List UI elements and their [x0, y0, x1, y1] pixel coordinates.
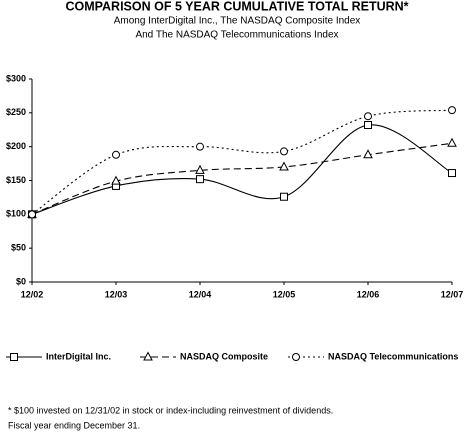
y-tick-label: $150 — [6, 175, 26, 185]
marker — [280, 147, 288, 156]
series-line — [31, 109, 453, 215]
marker — [112, 150, 120, 159]
y-tick-label: $200 — [6, 141, 26, 151]
x-tick-label: 12/03 — [105, 289, 128, 299]
marker — [279, 161, 289, 171]
legend-marker — [292, 353, 300, 361]
legend-marker — [10, 353, 18, 361]
y-tick-label: $300 — [6, 73, 26, 83]
x-tick-label: 12/06 — [357, 289, 380, 299]
x-tick-label: 12/07 — [441, 289, 464, 299]
marker — [196, 175, 204, 184]
y-tick-label: $50 — [11, 243, 26, 253]
series-line — [31, 124, 453, 215]
legend-label: NASDAQ Telecommunications — [328, 351, 458, 361]
y-tick-label: $250 — [6, 107, 26, 117]
marker — [280, 192, 288, 201]
marker — [111, 175, 121, 185]
legend-marker — [143, 351, 153, 361]
chart-subtitle: Among InterDigital Inc., The NASDAQ Comp… — [114, 16, 361, 27]
marker — [448, 106, 456, 115]
x-tick-label: 12/05 — [273, 289, 296, 299]
marker — [364, 112, 372, 121]
footnote: Fiscal year ending December 31. — [8, 420, 140, 430]
footnote: * $100 invested on 12/31/02 in stock or … — [8, 405, 333, 415]
marker — [448, 169, 456, 178]
marker — [364, 121, 372, 130]
y-tick-label: $0 — [16, 276, 26, 286]
marker — [363, 149, 373, 159]
chart-subtitle: And The NASDAQ Telecommunications Index — [135, 30, 338, 41]
marker — [447, 137, 457, 147]
legend-label: InterDigital Inc. — [46, 351, 111, 361]
series-line — [31, 142, 453, 215]
marker — [28, 210, 36, 219]
x-tick-label: 12/02 — [21, 289, 44, 299]
x-tick-label: 12/04 — [189, 289, 212, 299]
marker — [195, 164, 205, 174]
chart-title: COMPARISON OF 5 YEAR CUMULATIVE TOTAL RE… — [65, 0, 408, 13]
marker — [196, 142, 204, 151]
legend-label: NASDAQ Composite — [180, 351, 268, 361]
y-tick-label: $100 — [6, 209, 26, 219]
